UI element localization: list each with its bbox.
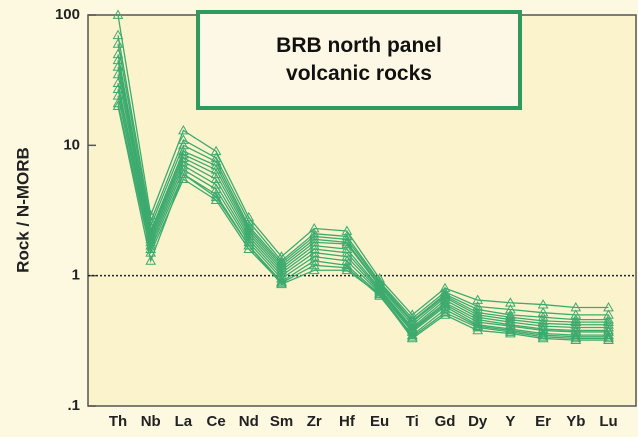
marker (505, 297, 516, 307)
y-tick-label: 100 (55, 6, 80, 23)
chart-title: BRB north panel volcanic rocks (276, 34, 442, 85)
y-axis-label: Rock / N-MORB (13, 147, 32, 273)
marker (178, 164, 189, 174)
x-tick-label: Nb (141, 413, 161, 430)
marker (374, 288, 385, 299)
x-tick-label: Ce (207, 413, 226, 430)
x-tick-label: La (175, 413, 193, 430)
marker (308, 259, 320, 270)
marker (603, 334, 614, 345)
marker (472, 294, 484, 304)
x-tick-label: Gd (435, 413, 456, 430)
y-tick-label: 1 (72, 267, 80, 284)
marker (276, 278, 287, 289)
marker (178, 139, 189, 150)
series-line (117, 60, 609, 326)
series-line (117, 66, 609, 329)
series-line (117, 83, 609, 333)
marker (374, 290, 385, 300)
x-tick-label: Hf (339, 413, 356, 430)
series-line (117, 43, 609, 322)
marker (243, 240, 255, 250)
marker (603, 332, 614, 343)
marker (178, 134, 189, 144)
x-tick-label: Eu (370, 413, 389, 430)
series-line (117, 88, 609, 336)
marker (145, 255, 157, 265)
title-box: BRB north panel volcanic rocks (196, 10, 522, 110)
marker (439, 309, 451, 319)
series-line (117, 95, 609, 338)
marker (505, 326, 516, 336)
series-line (117, 54, 609, 324)
marker (537, 331, 549, 341)
marker (210, 145, 222, 156)
marker (341, 264, 353, 275)
marker (570, 334, 582, 345)
marker (505, 314, 516, 324)
marker (537, 332, 549, 343)
marker (210, 164, 222, 174)
marker (112, 100, 124, 110)
x-tick-label: Y (505, 413, 515, 430)
marker (112, 9, 124, 19)
series-line (117, 105, 609, 341)
x-tick-label: Nd (239, 413, 259, 430)
marker (210, 173, 222, 184)
marker (341, 236, 353, 247)
marker (210, 168, 222, 179)
marker (112, 77, 124, 88)
x-tick-label: Yb (566, 413, 585, 430)
marker (570, 332, 582, 343)
marker (406, 332, 418, 343)
marker (308, 255, 320, 265)
marker (308, 264, 320, 275)
marker (112, 83, 124, 93)
marker (341, 262, 353, 272)
x-tick-label: Ti (406, 413, 419, 430)
x-tick-label: Zr (307, 413, 322, 430)
marker (178, 124, 189, 135)
marker (341, 259, 353, 270)
x-tick-label: Dy (468, 413, 488, 430)
marker (178, 168, 189, 179)
series-line (117, 14, 609, 316)
marker (505, 327, 516, 338)
y-tick-label: 10 (63, 136, 80, 153)
marker (112, 38, 124, 48)
x-tick-label: Er (535, 413, 551, 430)
series-line (117, 35, 609, 320)
x-tick-label: Sm (270, 413, 293, 430)
series-line (117, 74, 609, 332)
y-tick-label: .1 (67, 397, 80, 414)
x-tick-label: Th (109, 413, 127, 430)
marker (472, 324, 484, 335)
marker (112, 54, 124, 65)
marker (472, 320, 484, 331)
marker (210, 179, 222, 189)
marker (210, 191, 222, 202)
marker (439, 307, 451, 317)
x-tick-label: Lu (599, 413, 617, 430)
marker (112, 48, 124, 59)
